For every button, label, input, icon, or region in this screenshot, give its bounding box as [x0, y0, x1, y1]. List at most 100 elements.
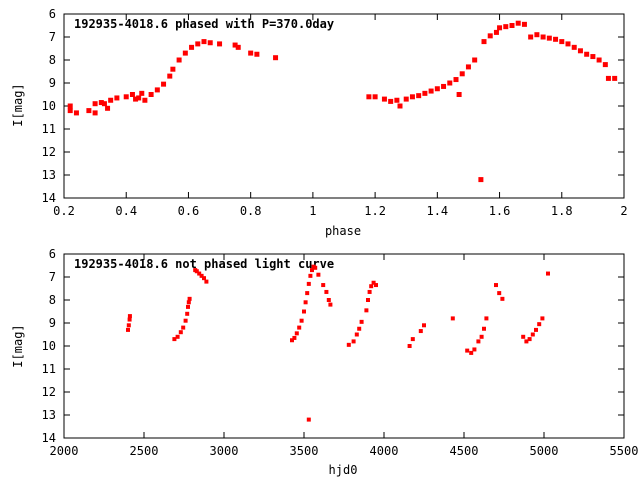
phased-y-tick-label: 11 — [42, 122, 56, 136]
phased-y-tick-label: 12 — [42, 145, 56, 159]
phased-data-point — [478, 177, 484, 183]
unphased-data-point — [186, 304, 190, 309]
phased-x-tick-label: 0.4 — [115, 204, 137, 218]
phased-data-point — [487, 33, 493, 39]
phased-data-point — [182, 50, 188, 56]
unphased-data-point — [500, 296, 505, 301]
phased-data-point — [248, 50, 254, 56]
phased-data-point — [515, 20, 521, 26]
phased-data-point — [422, 90, 428, 96]
unphased-data-point — [534, 327, 538, 332]
phased-data-point — [453, 77, 459, 83]
phased-data-point — [605, 75, 611, 81]
unphased-x-tick-label: 5500 — [610, 444, 639, 458]
unphased-data-point — [185, 311, 190, 316]
phased-data-point — [108, 97, 114, 103]
unphased-data-point — [310, 268, 314, 273]
phased-light-curve-panel: 192935-4018.6 phased with P=370.0day pha… — [11, 7, 628, 238]
phased-data-point — [101, 101, 107, 107]
phased-data-point — [497, 25, 503, 31]
phased-plot-frame — [63, 13, 625, 199]
unphased-data-point — [369, 284, 374, 289]
unphased-x-tick-label: 3500 — [290, 444, 319, 458]
phased-data-point — [148, 92, 154, 97]
phased-x-tick-label: 0.6 — [178, 204, 200, 218]
unphased-data-point — [484, 316, 489, 321]
unphased-data-point — [197, 271, 202, 276]
phased-data-point — [428, 88, 434, 94]
phased-data-point — [559, 39, 565, 45]
phased-data-point — [465, 64, 471, 70]
unphased-data-point — [302, 309, 306, 314]
phased-y-tick-label: 6 — [49, 7, 56, 21]
phased-data-point — [612, 75, 618, 81]
unphased-data-point — [178, 330, 183, 335]
unphased-y-tick-label: 8 — [49, 293, 56, 307]
unphased-data-point — [326, 298, 331, 302]
unphased-data-point — [299, 318, 304, 323]
phased-data-point — [114, 95, 120, 101]
phased-data-point — [167, 73, 173, 79]
phased-data-point — [409, 94, 415, 100]
unphased-data-point — [175, 334, 180, 339]
phased-data-point — [176, 57, 182, 63]
phased-data-point — [189, 44, 195, 50]
phased-data-point — [207, 40, 213, 46]
unphased-data-point — [469, 350, 474, 355]
unphased-data-point — [346, 342, 351, 347]
phased-data-point — [441, 83, 447, 89]
phased-data-point — [459, 71, 465, 77]
unphased-data-point — [126, 323, 131, 328]
unphased-data-point — [187, 296, 192, 301]
phased-data-point — [92, 101, 98, 107]
unphased-x-tick-label: 2000 — [50, 444, 79, 458]
unphased-plot-frame — [63, 253, 625, 439]
phased-data-point — [86, 108, 92, 114]
phased-x-tick-label: 0.2 — [53, 204, 75, 218]
unphased-data-point — [297, 325, 302, 330]
phased-data-point — [416, 93, 422, 99]
phased-data-point — [366, 94, 372, 100]
unphased-data-point — [199, 273, 204, 278]
unphased-data-point — [524, 339, 529, 344]
unphased-data-point — [186, 300, 191, 305]
phased-chart-title: 192935-4018.6 phased with P=370.0day — [74, 17, 334, 31]
unphased-data-point — [410, 337, 415, 342]
unphased-data-point — [181, 325, 186, 330]
unphased-data-point — [407, 344, 412, 348]
phased-data-point — [403, 96, 409, 102]
phased-data-point — [540, 34, 546, 40]
unphased-data-point — [294, 331, 299, 336]
unphased-data-point — [183, 318, 188, 323]
unphased-y-tick-label: 12 — [42, 385, 56, 399]
phased-data-point — [201, 39, 207, 45]
phased-x-tick-label: 1.8 — [551, 204, 573, 218]
phased-x-tick-label: 1.2 — [364, 204, 386, 218]
unphased-y-tick-label: 10 — [42, 339, 56, 353]
unphased-data-point — [127, 317, 132, 322]
unphased-y-tick-label: 11 — [42, 362, 56, 376]
unphased-data-point — [194, 269, 199, 274]
phased-data-point — [397, 103, 403, 109]
unphased-data-point — [530, 332, 535, 337]
unphased-data-point — [324, 289, 329, 294]
phased-data-point — [434, 86, 440, 92]
unphased-x-tick-label: 2500 — [130, 444, 159, 458]
unphased-data-point — [527, 337, 532, 342]
phased-x-tick-label: 1 — [309, 204, 316, 218]
phased-data-point — [139, 90, 145, 96]
phased-y-tick-label: 13 — [42, 168, 56, 182]
unphased-data-point — [328, 302, 333, 307]
phased-data-point — [546, 35, 552, 41]
unphased-data-point — [316, 272, 321, 277]
phased-data-point — [235, 44, 241, 50]
phased-y-axis-label: I[mag] — [11, 83, 25, 126]
unphased-data-point — [351, 339, 356, 344]
phased-data-point — [195, 41, 201, 47]
phased-data-point — [447, 80, 453, 86]
phased-data-point — [67, 108, 73, 114]
phased-x-tick-label: 0.8 — [240, 204, 262, 218]
phased-data-point — [590, 54, 596, 60]
unphased-data-point — [313, 265, 318, 270]
